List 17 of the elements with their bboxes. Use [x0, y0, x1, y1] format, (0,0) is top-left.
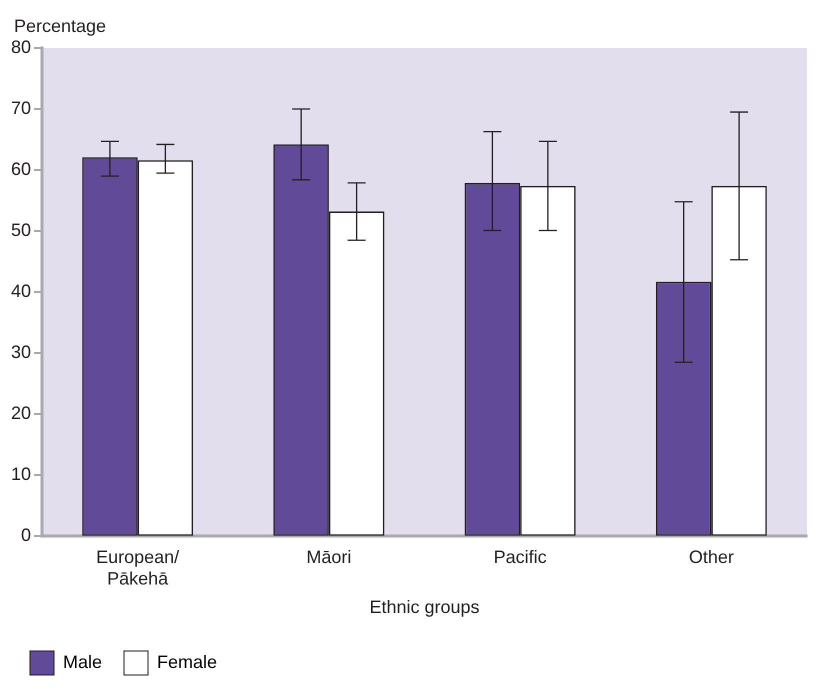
y-tick-label: 70 [10, 98, 32, 118]
legend-label: Male [63, 652, 102, 672]
x-tick-label: Māori [306, 546, 352, 567]
y-tick-label: 80 [10, 36, 32, 57]
y-tick-label: 20 [10, 403, 32, 424]
y-axis-title: Percentage [14, 16, 106, 36]
y-tick-label: 10 [10, 464, 32, 484]
x-tick-label: Pacific [494, 546, 547, 567]
y-tick-label: 40 [10, 281, 32, 302]
y-tick-label: 60 [10, 159, 32, 180]
y-tick-label: 50 [10, 220, 32, 240]
x-tick-label: European/Pākehā [96, 546, 180, 589]
x-tick-label: Other [688, 546, 734, 567]
y-tick-label: 0 [21, 525, 32, 546]
legend-label: Female [157, 652, 218, 672]
y-tick-label: 30 [10, 342, 32, 362]
x-axis-title: Ethnic groups [369, 597, 480, 618]
